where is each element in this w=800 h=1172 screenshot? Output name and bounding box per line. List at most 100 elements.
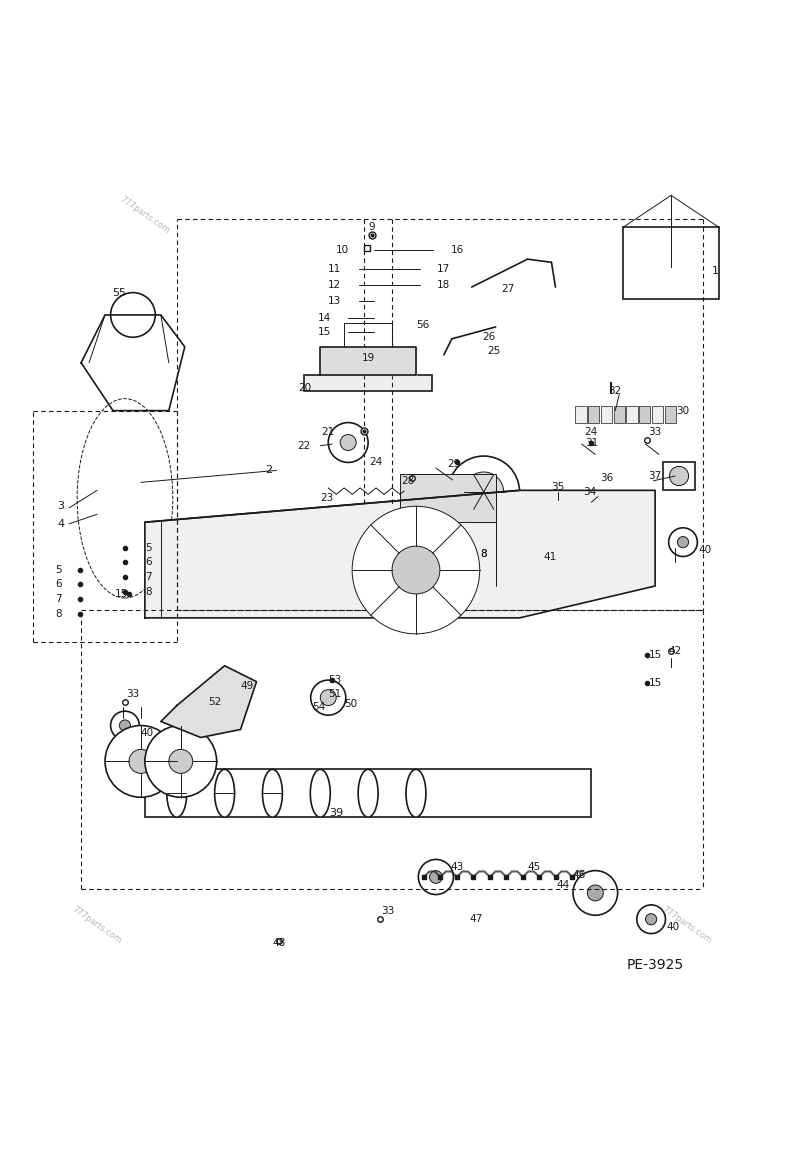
Bar: [400, 475, 496, 523]
Text: 47: 47: [469, 914, 482, 925]
Text: 35: 35: [551, 482, 565, 492]
Bar: [623, 227, 719, 299]
Text: 49: 49: [240, 681, 254, 690]
Text: 36: 36: [601, 472, 614, 483]
Text: 33: 33: [126, 689, 139, 699]
Text: 4: 4: [58, 519, 65, 529]
Text: 29: 29: [446, 459, 460, 469]
Bar: [626, 406, 638, 423]
Circle shape: [573, 871, 618, 915]
Ellipse shape: [167, 769, 186, 817]
Circle shape: [310, 680, 346, 715]
Bar: [663, 463, 695, 490]
Text: 51: 51: [328, 689, 342, 699]
Text: 30: 30: [677, 406, 690, 416]
Text: 11: 11: [328, 264, 342, 274]
Text: PE-3925: PE-3925: [626, 958, 684, 972]
Text: 44: 44: [557, 880, 570, 890]
Circle shape: [430, 871, 442, 884]
Text: 8: 8: [55, 609, 62, 619]
Text: 40: 40: [698, 545, 712, 556]
Ellipse shape: [310, 769, 330, 817]
Text: 777parts.com: 777parts.com: [70, 905, 123, 945]
Text: 43: 43: [450, 861, 464, 872]
Text: 39: 39: [329, 809, 343, 818]
Text: 2: 2: [265, 465, 272, 476]
Circle shape: [119, 720, 130, 731]
Bar: [652, 406, 663, 423]
Circle shape: [352, 506, 480, 634]
Text: 12: 12: [328, 280, 342, 291]
Bar: [575, 406, 586, 423]
Text: 8: 8: [480, 550, 487, 559]
Text: 15: 15: [114, 590, 127, 599]
Text: 54: 54: [312, 702, 326, 713]
Text: 8: 8: [146, 587, 152, 598]
Text: 55: 55: [112, 287, 126, 298]
Ellipse shape: [358, 769, 378, 817]
Circle shape: [129, 749, 153, 774]
Bar: [588, 406, 599, 423]
Text: 37: 37: [649, 471, 662, 481]
Circle shape: [587, 885, 603, 901]
Circle shape: [464, 472, 504, 512]
Circle shape: [328, 423, 368, 463]
Text: 34: 34: [583, 486, 596, 497]
Text: 6: 6: [146, 557, 152, 567]
Text: 19: 19: [362, 353, 374, 363]
Text: 5: 5: [55, 565, 62, 575]
Text: 46: 46: [573, 871, 586, 880]
Text: 15: 15: [649, 679, 662, 688]
Text: 18: 18: [438, 280, 450, 291]
Text: 15: 15: [318, 327, 331, 338]
Circle shape: [169, 749, 193, 774]
Text: 22: 22: [298, 441, 311, 451]
Text: 1: 1: [711, 266, 718, 277]
Text: 24: 24: [585, 427, 598, 437]
Text: 48: 48: [272, 938, 286, 948]
Circle shape: [105, 725, 177, 797]
Circle shape: [669, 527, 698, 557]
Bar: [639, 406, 650, 423]
Text: 42: 42: [669, 647, 682, 656]
Text: 15: 15: [649, 650, 662, 660]
Circle shape: [110, 293, 155, 338]
Text: 25: 25: [487, 346, 501, 356]
Text: 33: 33: [649, 427, 662, 437]
Text: 24: 24: [370, 457, 382, 468]
Text: 28: 28: [402, 476, 414, 485]
Text: 26: 26: [482, 333, 496, 342]
Text: 56: 56: [416, 320, 429, 329]
Polygon shape: [145, 490, 655, 618]
Text: 7: 7: [55, 594, 62, 604]
Bar: [601, 406, 612, 423]
Circle shape: [340, 435, 356, 450]
Text: 21: 21: [322, 427, 335, 437]
Ellipse shape: [406, 769, 426, 817]
Circle shape: [418, 859, 454, 894]
Text: 33: 33: [382, 906, 394, 917]
Bar: [665, 406, 676, 423]
Text: 38: 38: [367, 551, 382, 560]
Text: 7: 7: [146, 572, 152, 582]
Text: 9: 9: [369, 223, 375, 232]
Ellipse shape: [262, 769, 282, 817]
Text: 52: 52: [209, 696, 222, 707]
Circle shape: [320, 689, 336, 706]
Circle shape: [145, 725, 217, 797]
Circle shape: [392, 546, 440, 594]
Ellipse shape: [214, 769, 234, 817]
Text: 41: 41: [543, 552, 557, 561]
Bar: [614, 406, 625, 423]
Text: 8: 8: [480, 550, 487, 559]
Text: 20: 20: [298, 383, 311, 394]
Text: 23: 23: [320, 493, 334, 503]
Circle shape: [448, 456, 519, 527]
Circle shape: [678, 537, 689, 547]
Text: 31: 31: [585, 437, 598, 448]
Text: 32: 32: [609, 386, 622, 396]
Text: 777parts.com: 777parts.com: [661, 905, 714, 945]
Circle shape: [637, 905, 666, 934]
Text: 45: 45: [527, 861, 541, 872]
Text: 6: 6: [55, 579, 62, 590]
